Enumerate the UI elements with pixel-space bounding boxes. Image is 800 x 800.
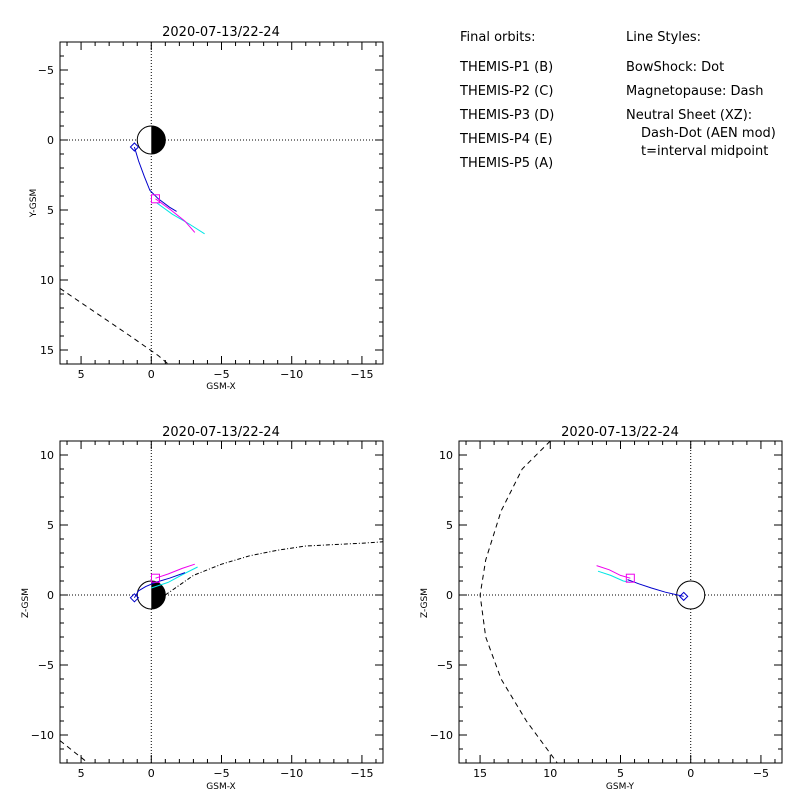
earth-night-side <box>151 581 166 609</box>
x-tick-label: −5 <box>213 767 229 780</box>
x-tick-label: −15 <box>350 767 373 780</box>
y-tick-label: 0 <box>47 134 54 147</box>
y-tick-label: −10 <box>31 729 54 742</box>
orbit-start-marker <box>678 591 689 602</box>
x-tick-label: 0 <box>687 767 694 780</box>
y-axis-label: Z-GSM <box>420 588 430 618</box>
orbit-line <box>596 565 631 579</box>
legend-orbit-p4: THEMIS-P4 (E) <box>459 132 553 147</box>
plot-frame <box>59 440 384 764</box>
legend-styles-heading: Line Styles: <box>626 30 701 45</box>
y-tick-label: −5 <box>38 659 54 672</box>
orbit-line <box>133 572 186 599</box>
orbit-line <box>133 146 177 212</box>
legend-orbits-heading: Final orbits: <box>460 30 536 45</box>
y-tick-label: 5 <box>47 204 54 217</box>
plot-frame <box>59 41 384 365</box>
x-tick-label: 10 <box>543 767 557 780</box>
legend-style-neutral-sheet: Neutral Sheet (XZ): <box>626 108 752 123</box>
x-tick-label: 15 <box>473 767 487 780</box>
panel-yz: 2020-07-13/22-24 GSM-Y Z-GSM 15 10 5 0 −5 10 5… <box>420 425 783 792</box>
x-tick-label: 5 <box>78 368 85 381</box>
magnetopause-line <box>479 441 558 763</box>
x-tick-label: −5 <box>213 368 229 381</box>
legend-orbit-p5: THEMIS-P5 (A) <box>459 156 553 171</box>
orbit-start-marker <box>129 593 140 603</box>
orbit-line <box>156 202 205 235</box>
earth-night-side <box>151 126 166 154</box>
orbit-line <box>627 579 684 597</box>
panel-xz: 2020-07-13/22-24 GSM-X Z-GSM 5 0 −5 −10 −15 1… <box>21 425 384 792</box>
x-tick-label: 0 <box>148 767 155 780</box>
y-tick-label: 5 <box>47 519 54 532</box>
panel-title: 2020-07-13/22-24 <box>162 425 280 440</box>
orbit-midpoint-marker <box>625 573 635 583</box>
panel-title: 2020-07-13/22-24 <box>561 425 679 440</box>
legend-style-magnetopause: Magnetopause: Dash <box>626 84 763 99</box>
x-tick-label: 5 <box>78 767 85 780</box>
x-tick-label: 0 <box>148 368 155 381</box>
y-tick-label: 10 <box>439 449 453 462</box>
x-tick-label: −5 <box>753 767 769 780</box>
x-tick-label: −10 <box>280 368 303 381</box>
legend-orbit-p2: THEMIS-P2 (C) <box>459 84 553 99</box>
x-axis-label: GSM-Y <box>606 782 635 792</box>
y-tick-label: 0 <box>47 589 54 602</box>
orbit-midpoint-marker <box>150 573 160 583</box>
y-axis-label: Z-GSM <box>21 588 31 618</box>
y-tick-label: 10 <box>40 449 54 462</box>
orbit-midpoint-marker <box>150 194 160 204</box>
x-tick-label: −10 <box>280 767 303 780</box>
neutral-sheet-line <box>165 541 383 596</box>
legend-style-bowshock: BowShock: Dot <box>626 60 724 75</box>
plot-area <box>60 42 383 364</box>
y-tick-label: −10 <box>430 729 453 742</box>
panel-title: 2020-07-13/22-24 <box>162 25 280 40</box>
legend: Final orbits: THEMIS-P1 (B) THEMIS-P2 (C… <box>459 30 776 171</box>
legend-orbit-p1: THEMIS-P1 (B) <box>459 60 553 75</box>
magnetopause-line <box>60 287 169 364</box>
orbit-start-marker <box>129 142 140 152</box>
orbit-line <box>155 563 195 579</box>
y-axis-label: Y-GSM <box>29 189 39 218</box>
plot-frame <box>458 440 783 764</box>
y-tick-label: 5 <box>446 519 453 532</box>
y-tick-label: 0 <box>446 589 453 602</box>
y-tick-label: 10 <box>40 274 54 287</box>
y-tick-label: −5 <box>437 659 453 672</box>
orbit-line <box>151 566 198 589</box>
x-tick-label: 5 <box>617 767 624 780</box>
magnetopause-line <box>60 740 89 763</box>
panel-xy: 2020-07-13/22-24 GSM-X Y-GSM 5 0 −5 −10 −15 −… <box>29 25 384 392</box>
legend-style-midpoint: t=interval midpoint <box>641 144 768 159</box>
y-tick-label: 15 <box>40 344 54 357</box>
plot-area <box>459 441 782 763</box>
legend-orbit-p3: THEMIS-P3 (D) <box>459 108 554 123</box>
orbit-line <box>155 198 196 233</box>
plot-area <box>60 441 383 763</box>
x-axis-label: GSM-X <box>206 782 235 792</box>
y-tick-label: −5 <box>38 64 54 77</box>
x-axis-label: GSM-X <box>206 382 235 392</box>
legend-style-dash-dot: Dash-Dot (AEN mod) <box>641 126 776 141</box>
x-tick-label: −15 <box>350 368 373 381</box>
